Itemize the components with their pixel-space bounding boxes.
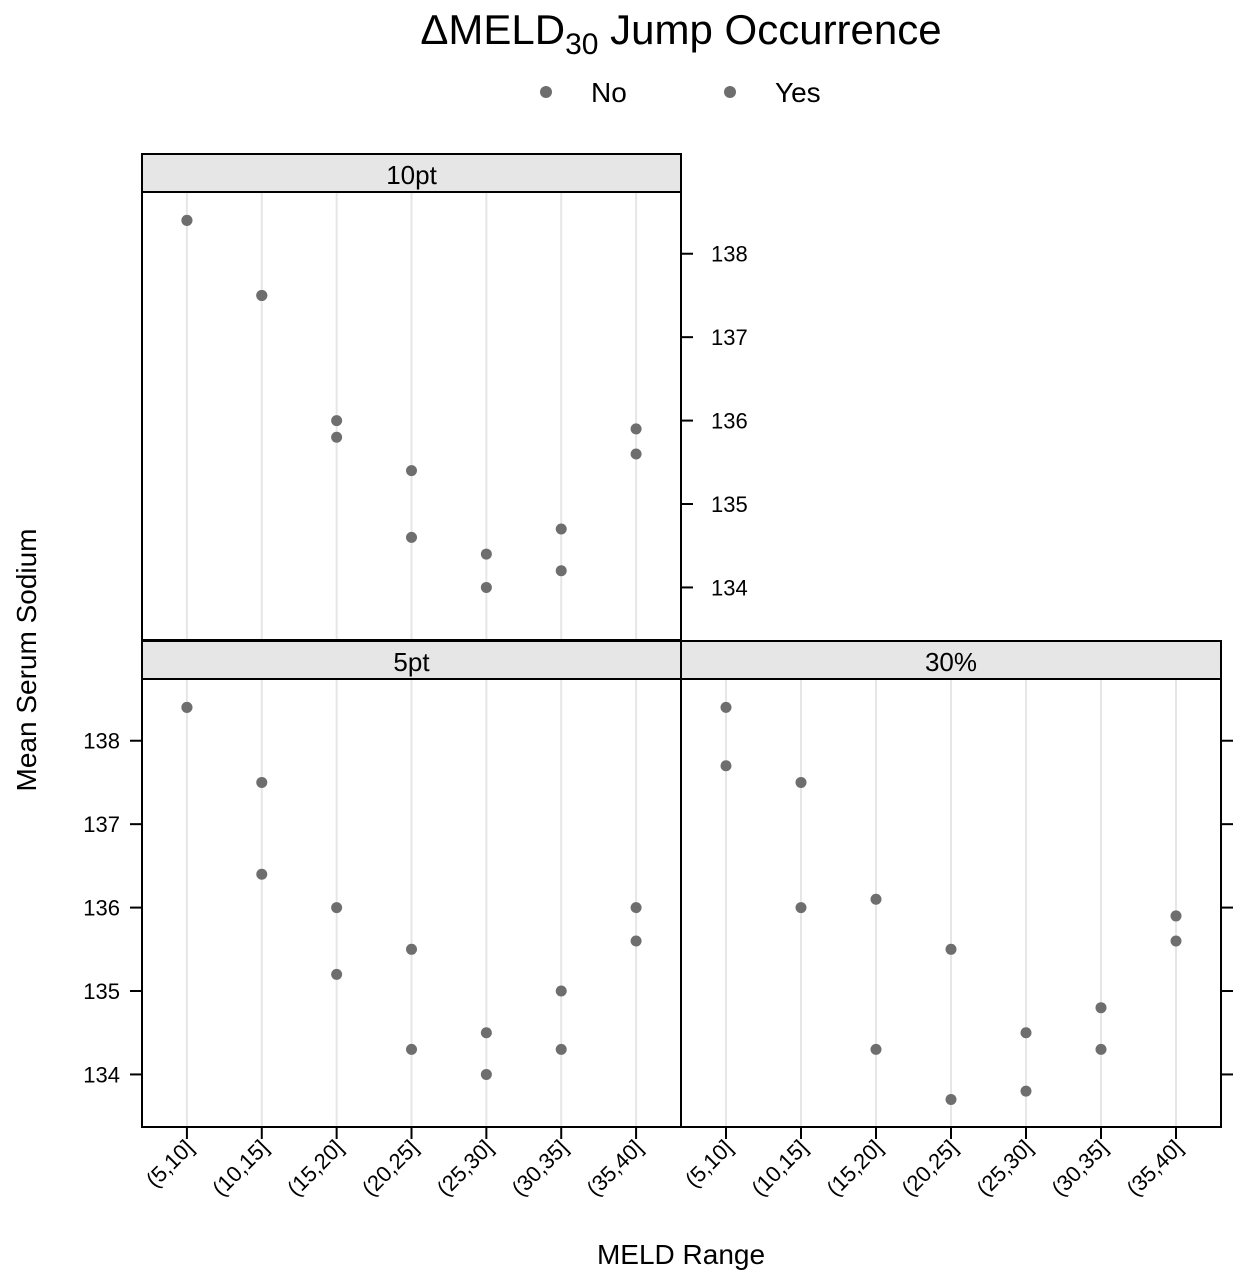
dot [720, 701, 732, 713]
strip [141, 640, 682, 680]
dot [256, 868, 268, 880]
legend-marker [540, 86, 552, 98]
dot [480, 581, 492, 593]
dot [1170, 910, 1182, 922]
x-tick-label: (35,40] [1121, 1135, 1187, 1201]
title-main: ΔMELD [420, 6, 565, 53]
strip-label: 5pt [393, 647, 430, 677]
y-tick-label: 138 [711, 242, 748, 267]
x-tick-label: (25,30] [971, 1135, 1037, 1201]
dot [870, 893, 882, 905]
dot [406, 465, 417, 477]
dot [331, 902, 343, 914]
dot [181, 701, 193, 713]
dot [480, 1027, 492, 1039]
dot [1170, 935, 1182, 947]
dot [181, 214, 193, 226]
dot [630, 423, 642, 435]
dot [555, 565, 567, 577]
dot [555, 1043, 567, 1055]
dot [480, 548, 492, 560]
legend-label: Yes [775, 77, 821, 108]
y-tick-label: 135 [711, 492, 748, 517]
chart-title: ΔMELD30 Jump Occurrence [420, 6, 941, 61]
title-suffix: Jump Occurrence [599, 6, 942, 53]
strip-label: 10pt [386, 160, 437, 190]
dot [720, 760, 732, 772]
dot [795, 902, 807, 914]
dot [1020, 1085, 1032, 1097]
dot [256, 776, 268, 788]
title-subscript: 30 [565, 28, 598, 61]
y-tick-label: 134 [711, 575, 748, 600]
dot [406, 531, 417, 543]
legend-label: No [591, 77, 627, 108]
dot [630, 448, 642, 460]
y-tick-label: 134 [83, 1062, 120, 1087]
strip [141, 153, 682, 193]
dot [945, 1093, 957, 1105]
dot [406, 943, 417, 955]
dot [1020, 1027, 1032, 1039]
dot [406, 1043, 417, 1055]
dot [945, 943, 957, 955]
y-axis-label: Mean Serum Sodium [11, 528, 42, 791]
y-tick-label: 137 [711, 325, 748, 350]
x-tick-label: (20,25] [896, 1135, 962, 1201]
x-tick-label: (20,25] [357, 1135, 423, 1201]
dot [256, 289, 268, 301]
x-tick-label: (15,20] [282, 1135, 348, 1201]
x-tick-label: (30,35] [1046, 1135, 1112, 1201]
dot [1095, 1043, 1107, 1055]
strip [680, 640, 1222, 680]
x-tick-label: (10,15] [207, 1135, 273, 1201]
dot [480, 1068, 492, 1080]
dot [630, 902, 642, 914]
x-tick-label: (15,20] [821, 1135, 887, 1201]
dot [555, 985, 567, 997]
x-tick-label: (35,40] [582, 1135, 648, 1201]
y-tick-label: 136 [83, 896, 120, 921]
dot [331, 968, 343, 980]
dot [870, 1043, 882, 1055]
x-tick-label: (30,35] [507, 1135, 573, 1201]
legend-marker [724, 86, 736, 98]
x-tick-label: (10,15] [746, 1135, 812, 1201]
dot [630, 935, 642, 947]
y-tick-label: 138 [83, 729, 120, 754]
y-tick-label: 136 [711, 409, 748, 434]
y-tick-label: 137 [83, 812, 120, 837]
x-tick-label: (25,30] [432, 1135, 498, 1201]
y-tick-label: 135 [83, 979, 120, 1004]
dot [1095, 1002, 1107, 1014]
x-axis-label: MELD Range [597, 1239, 765, 1270]
x-tick-label: (5,10] [680, 1135, 737, 1192]
dot [331, 415, 343, 427]
dot [331, 431, 343, 443]
strip-label: 30% [925, 647, 977, 677]
dot [795, 776, 807, 788]
x-tick-label: (5,10] [141, 1135, 198, 1192]
dot [555, 523, 567, 535]
